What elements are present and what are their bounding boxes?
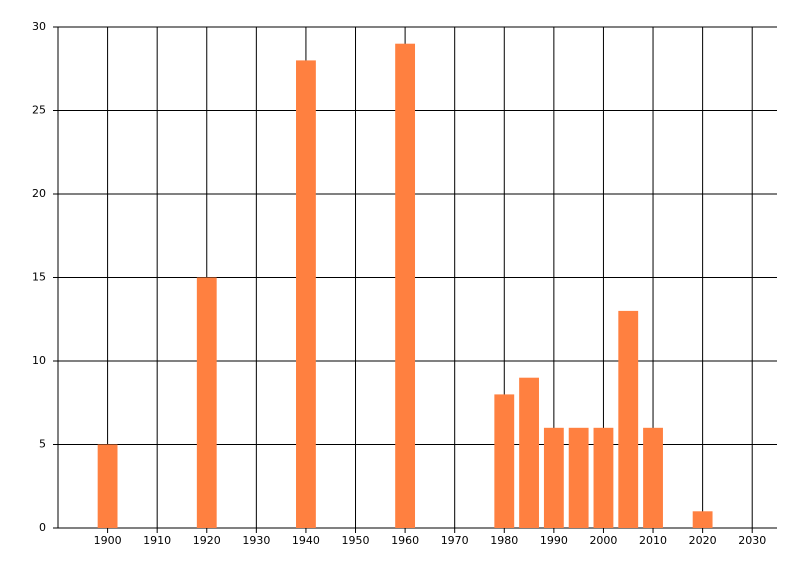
y-tick-label: 25 <box>32 104 46 117</box>
bar <box>618 310 639 528</box>
y-tick-label: 0 <box>39 521 46 534</box>
x-tick-label: 1930 <box>242 534 270 547</box>
x-tick-label: 1950 <box>342 534 370 547</box>
bar <box>97 444 118 528</box>
bar <box>568 427 589 528</box>
x-tick-label: 2010 <box>639 534 667 547</box>
x-tick-label: 1980 <box>490 534 518 547</box>
y-tick-label: 30 <box>32 20 46 33</box>
bar <box>196 277 217 528</box>
x-tick-label: 2020 <box>689 534 717 547</box>
bar <box>692 511 713 528</box>
y-tick-label: 15 <box>32 271 46 284</box>
x-tick-label: 1940 <box>292 534 320 547</box>
x-tick-label: 1970 <box>441 534 469 547</box>
bar <box>395 43 416 528</box>
bar <box>543 427 564 528</box>
x-tick-label: 1990 <box>540 534 568 547</box>
bar <box>643 427 663 528</box>
bar <box>494 394 515 528</box>
x-tick-label: 2030 <box>738 534 766 547</box>
y-tick-label: 5 <box>39 438 46 451</box>
x-tick-label: 1920 <box>193 534 221 547</box>
x-tick-label: 1960 <box>391 534 419 547</box>
bar <box>519 377 539 528</box>
y-tick-label: 20 <box>32 187 46 200</box>
x-tick-label: 2000 <box>589 534 617 547</box>
y-tick-label: 10 <box>32 354 46 367</box>
bar <box>296 60 316 529</box>
x-tick-label: 1910 <box>143 534 171 547</box>
bar <box>593 427 614 528</box>
x-tick-label: 1900 <box>94 534 122 547</box>
